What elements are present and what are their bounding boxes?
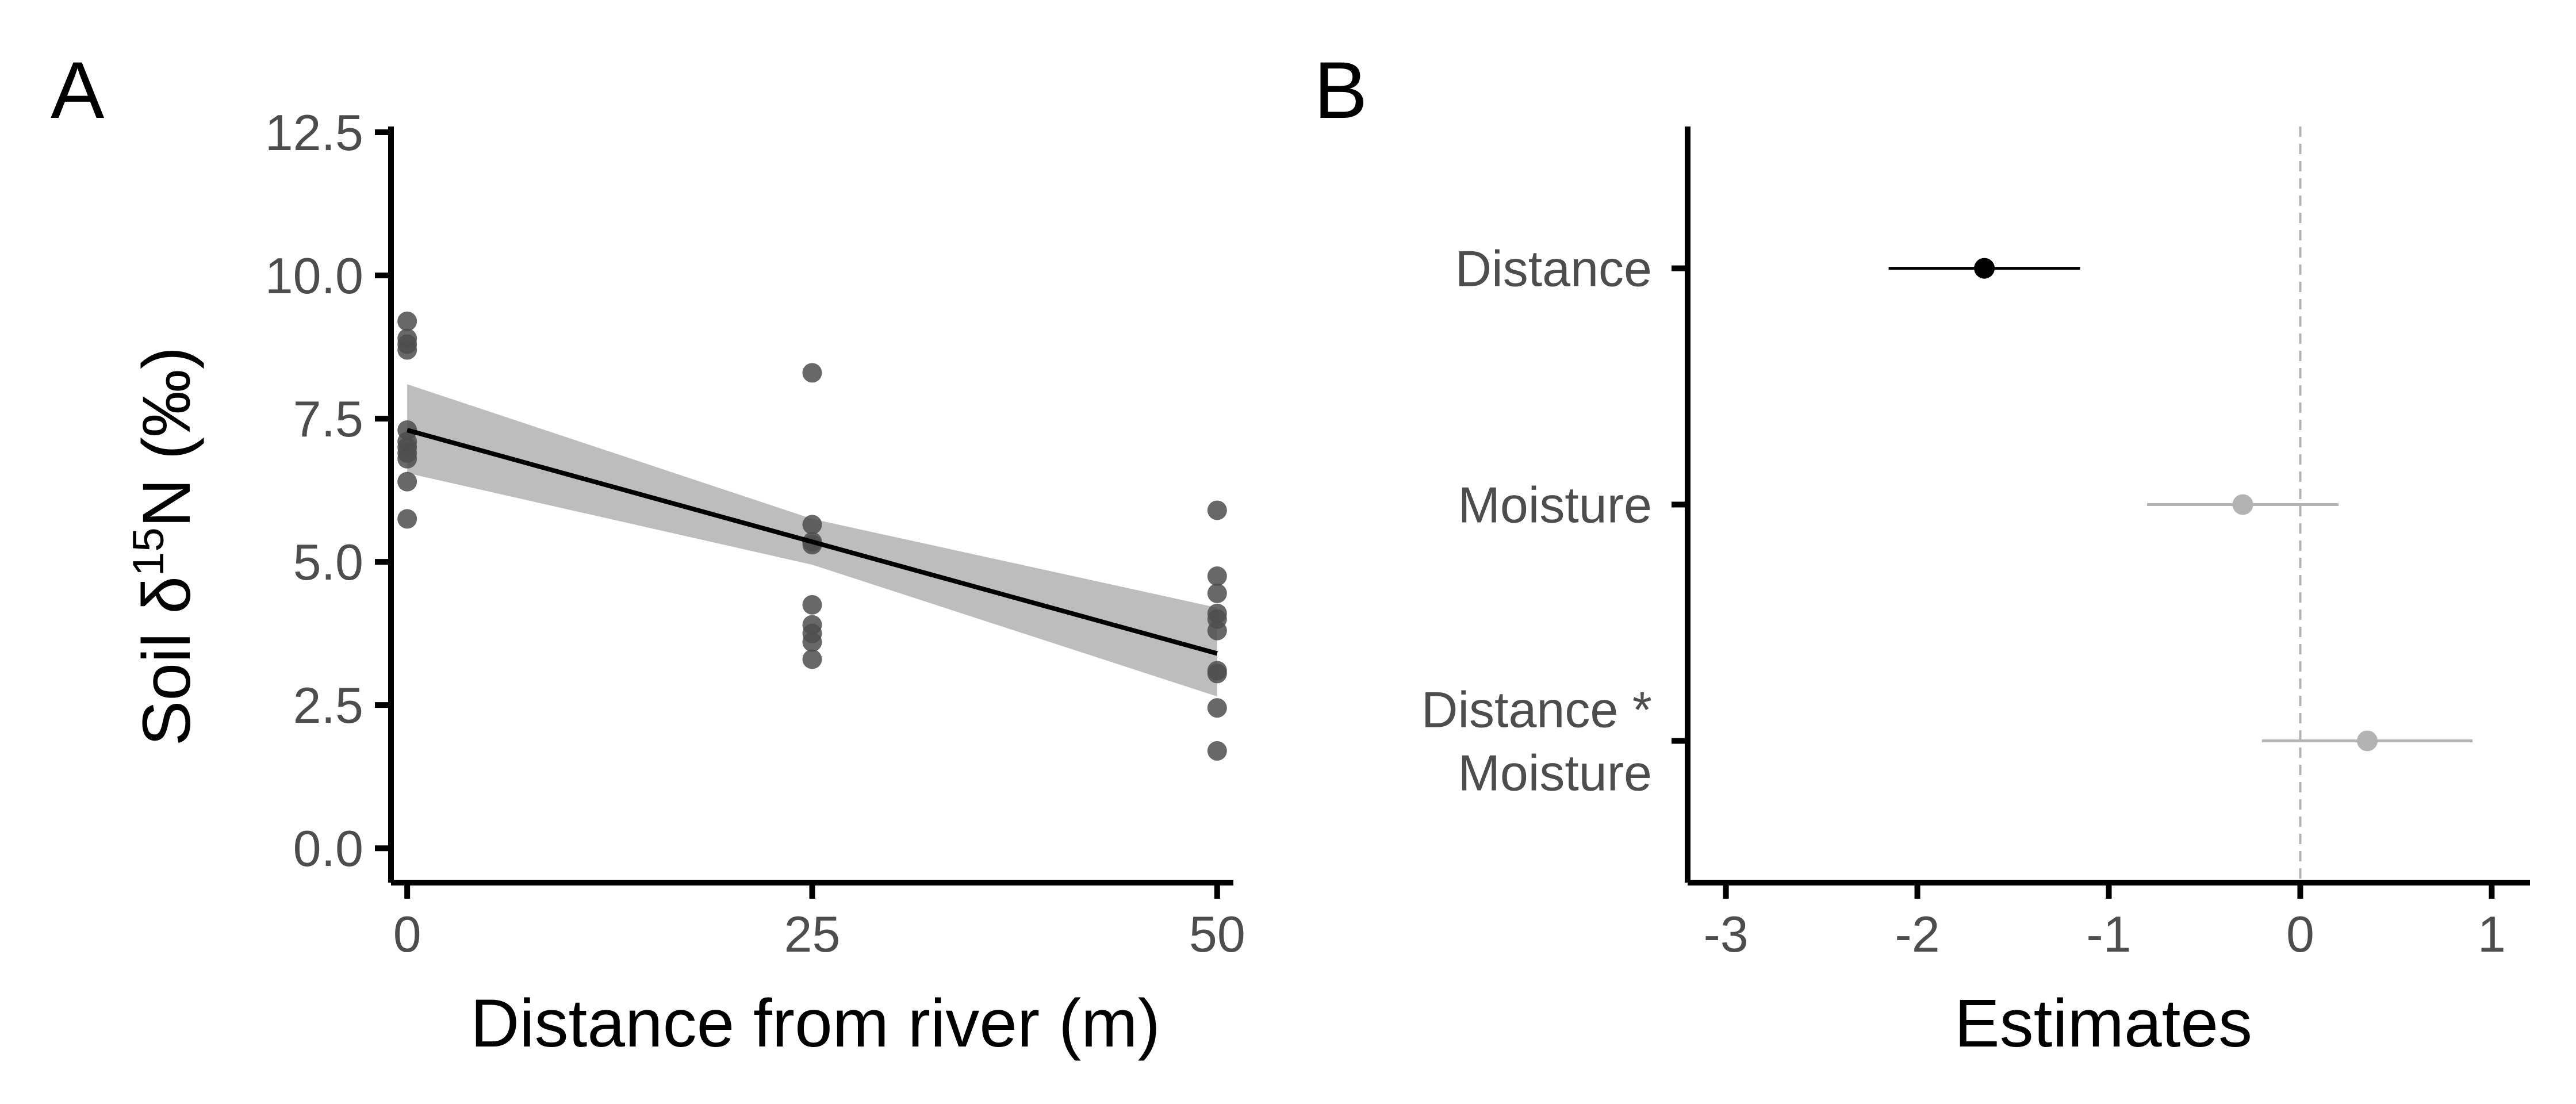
estimate-point [2232, 494, 2253, 515]
panel-a-axes: 0.0 2.5 5.0 7.5 10.0 12.5 0 25 50 [265, 104, 1245, 963]
x-tick-label: 50 [1189, 906, 1245, 963]
x-tick-label: 0 [2286, 906, 2314, 963]
data-point [1207, 664, 1227, 684]
estimates-layer [1888, 258, 2473, 752]
data-point [397, 509, 417, 529]
panel-a-label: A [51, 45, 105, 135]
data-point [1207, 566, 1227, 586]
regression-line [407, 428, 1218, 656]
data-point [397, 471, 417, 492]
y-title-tail: N (‰) [129, 347, 205, 528]
x-tick-label: -1 [2086, 906, 2131, 963]
x-tick-label: 0 [393, 906, 421, 963]
x-tick-label: -3 [1703, 906, 1748, 963]
scatter-points-layer [397, 311, 1227, 761]
term-label: Moisture [1458, 477, 1652, 534]
y-tick-label: 0.0 [293, 820, 363, 877]
y-tick-label: 10.0 [265, 247, 363, 304]
panel-a-y-axis-title: Soil δ15N (‰) [124, 347, 205, 746]
panel-a: A 0.0 2.5 5.0 7.5 10.0 12.5 0 25 50 Distance fro… [51, 45, 1245, 1061]
data-point [802, 515, 822, 535]
y-tick-label: 12.5 [265, 104, 363, 161]
panel-b: B Distance Moisture Distance * Moisture -3 -2… [1314, 45, 2530, 1061]
data-point [802, 649, 822, 669]
x-tick-label: -2 [1895, 906, 1939, 963]
term-label: Distance * [1421, 681, 1652, 738]
data-point [397, 311, 417, 331]
data-point [802, 595, 822, 615]
data-point [1207, 698, 1227, 718]
y-tick-label: 2.5 [293, 677, 363, 734]
estimate-point [2356, 730, 2378, 752]
term-label: Distance [1455, 240, 1652, 297]
data-point [397, 448, 417, 469]
estimate-point [1974, 258, 1995, 279]
data-point [802, 632, 822, 652]
x-tick-label: 25 [784, 906, 841, 963]
data-point [802, 363, 822, 383]
y-title-superscript: 15 [124, 527, 173, 576]
term-label: Moisture [1458, 744, 1652, 801]
x-tick-label: 1 [2478, 906, 2506, 963]
data-point [1207, 500, 1227, 520]
panel-b-axes: Distance Moisture Distance * Moisture -3 -2 -1… [1421, 126, 2530, 963]
y-tick-label: 5.0 [293, 534, 363, 591]
data-point [1207, 583, 1227, 603]
y-tick-label: 7.5 [293, 390, 363, 447]
regression-line-layer [407, 428, 1218, 656]
data-point [397, 340, 417, 360]
panel-a-x-axis-title: Distance from river (m) [470, 986, 1160, 1061]
y-title-main: Soil δ [129, 576, 205, 746]
data-point [1207, 620, 1227, 641]
panel-b-label: B [1314, 45, 1367, 135]
data-point [1207, 741, 1227, 761]
panel-b-x-axis-title: Estimates [1954, 986, 2252, 1061]
